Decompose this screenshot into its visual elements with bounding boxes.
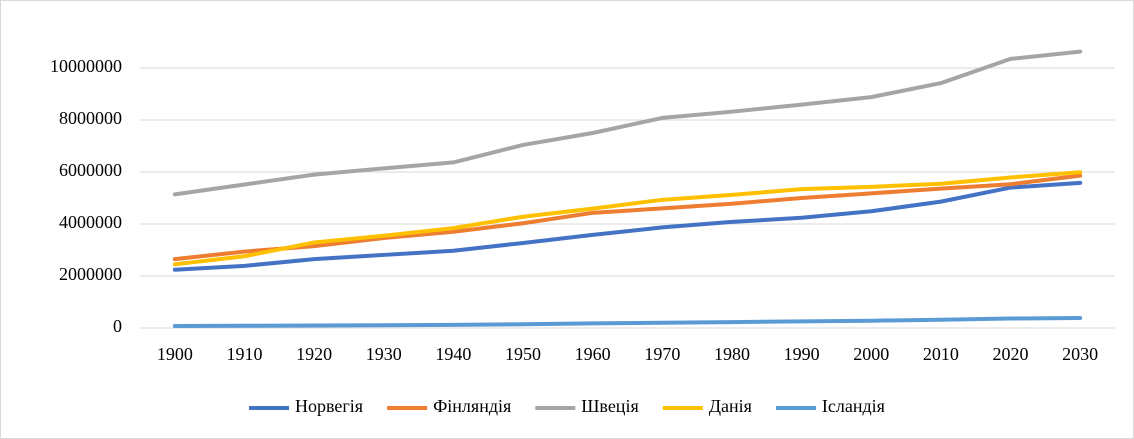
x-tick-label: 1960 xyxy=(575,344,611,364)
x-tick-label: 1970 xyxy=(644,344,680,364)
legend-label: Норвегія xyxy=(295,396,363,416)
x-tick-label: 2030 xyxy=(1062,344,1098,364)
x-tick-label: 1980 xyxy=(714,344,750,364)
x-tick-label: 1920 xyxy=(296,344,332,364)
y-tick-label: 4000000 xyxy=(59,212,122,232)
y-tick-label: 2000000 xyxy=(59,264,122,284)
x-tick-label: 2000 xyxy=(853,344,889,364)
series-line xyxy=(172,170,1083,267)
x-tick-label: 1990 xyxy=(784,344,820,364)
legend-label: Данія xyxy=(709,396,752,416)
x-tick-label: 2010 xyxy=(923,344,959,364)
y-tick-label: 6000000 xyxy=(59,160,122,180)
x-tick-label: 2020 xyxy=(993,344,1029,364)
x-tick-label: 1930 xyxy=(366,344,402,364)
x-tick-label: 1900 xyxy=(157,344,193,364)
series-line xyxy=(172,180,1083,272)
x-tick-label: 1940 xyxy=(435,344,471,364)
series-line xyxy=(172,316,1083,328)
legend-label: Фінляндія xyxy=(433,396,511,416)
y-tick-label: 0 xyxy=(113,316,122,336)
x-tick-label: 1910 xyxy=(226,344,262,364)
legend-label: Швеція xyxy=(581,396,638,416)
legend-label: Ісландія xyxy=(822,396,885,416)
y-tick-label: 8000000 xyxy=(59,108,122,128)
series-line xyxy=(172,173,1083,262)
x-tick-label: 1950 xyxy=(505,344,541,364)
series-line xyxy=(172,49,1083,197)
y-tick-label: 10000000 xyxy=(50,56,122,76)
